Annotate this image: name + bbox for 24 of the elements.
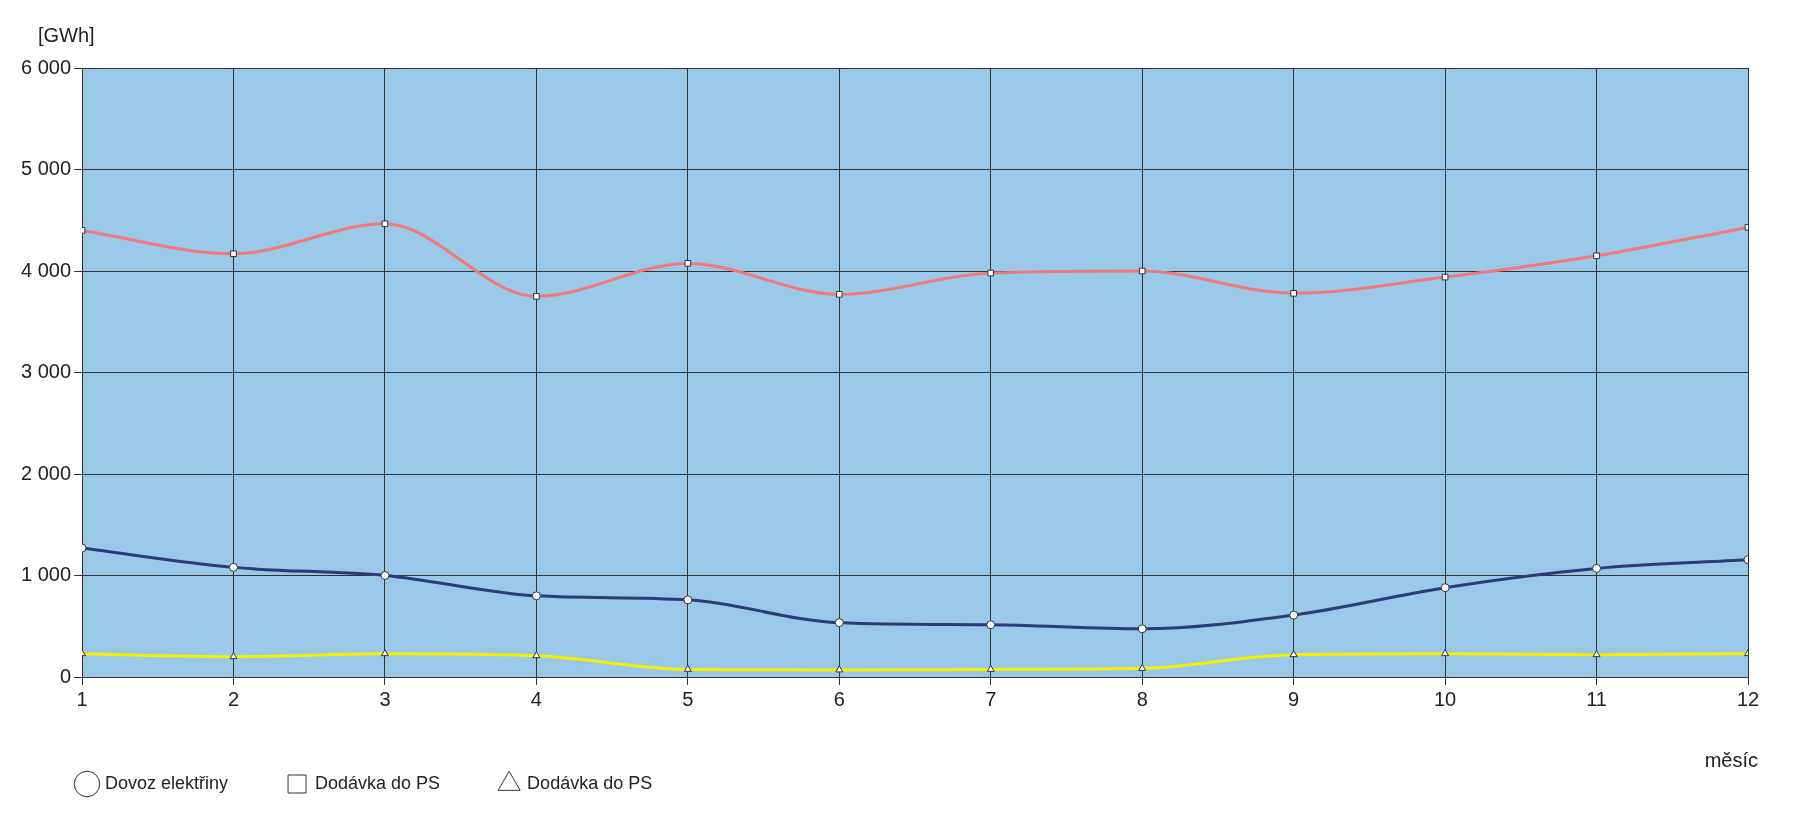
legend-label: Dodávka do PS bbox=[315, 772, 441, 793]
x-tick-label: 1 bbox=[76, 687, 88, 710]
x-tick-label: 10 bbox=[1433, 687, 1457, 710]
legend-label: Dovoz elektřiny bbox=[105, 772, 229, 793]
y-axis-title: [GWh] bbox=[38, 23, 95, 46]
x-tick-label: 7 bbox=[985, 687, 997, 710]
x-tick-label: 5 bbox=[682, 687, 694, 710]
legend-label: Dodávka do PS bbox=[527, 772, 653, 793]
y-tick-label: 6 000 bbox=[20, 55, 72, 78]
x-axis-title: měsíc bbox=[1704, 748, 1758, 771]
y-tick-label: 4 000 bbox=[20, 258, 72, 281]
x-tick-label: 4 bbox=[530, 687, 542, 710]
x-tick-label: 6 bbox=[833, 687, 845, 710]
y-tick-label: 0 bbox=[59, 664, 72, 687]
x-tick-label: 9 bbox=[1288, 687, 1300, 710]
y-tick-label: 2 000 bbox=[20, 461, 72, 484]
y-tick-label: 3 000 bbox=[20, 360, 72, 383]
x-tick-label: 8 bbox=[1136, 687, 1148, 710]
y-tick-label: 1 000 bbox=[20, 563, 72, 586]
x-tick-label: 12 bbox=[1736, 687, 1760, 710]
y-tick-label: 5 000 bbox=[20, 157, 72, 180]
x-tick-label: 11 bbox=[1586, 687, 1607, 710]
x-tick-label: 2 bbox=[227, 687, 240, 710]
x-tick-label: 3 bbox=[379, 687, 391, 710]
